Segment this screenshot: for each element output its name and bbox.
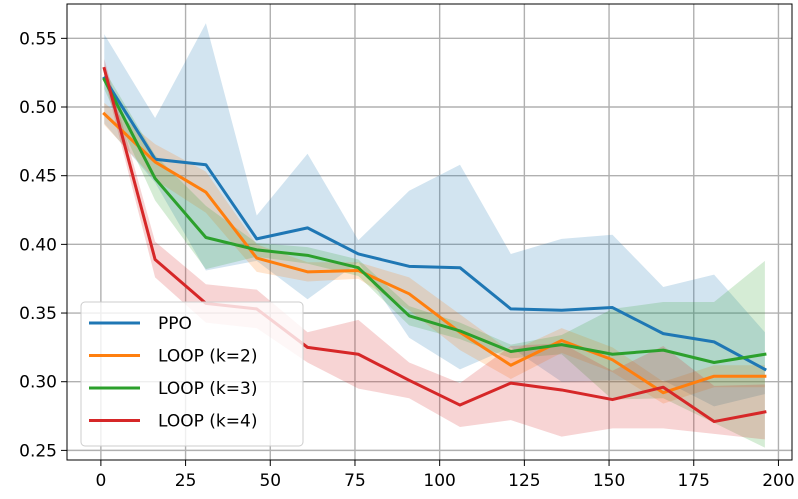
legend-box xyxy=(80,301,304,447)
legend-label-loop-k-2: LOOP (k=2) xyxy=(158,347,257,367)
y-tick-label: 0.45 xyxy=(19,167,57,187)
x-tick-label: 200 xyxy=(762,471,794,491)
band-loop-k-4 xyxy=(104,58,765,440)
legend-label-loop-k-4: LOOP (k=4) xyxy=(158,412,257,432)
series-line-loop-k-2 xyxy=(102,111,767,395)
legend-label-loop-k-3: LOOP (k=3) xyxy=(158,379,257,399)
plot-frame xyxy=(66,3,793,461)
x-tick-label: 25 xyxy=(175,471,197,491)
series-line-ppo xyxy=(102,76,767,372)
x-tick-label: 125 xyxy=(508,471,540,491)
y-tick-label: 0.25 xyxy=(19,441,57,461)
x-tick-label: 175 xyxy=(678,471,710,491)
y-tick-label: 0.55 xyxy=(19,29,57,49)
x-tick-label: 150 xyxy=(593,471,625,491)
series-line-loop-k-3 xyxy=(102,77,767,364)
x-tick-label: 100 xyxy=(423,471,455,491)
y-tick-label: 0.50 xyxy=(19,98,57,118)
band-loop-k-2 xyxy=(104,102,765,404)
legend-label-ppo: PPO xyxy=(158,314,192,334)
axis-ticks: 0 25 50 75 100 125 150 175 200 0.25 0.30 0.35 0.40 0.… xyxy=(19,29,795,491)
band-ppo xyxy=(104,23,765,407)
x-tick-label: 50 xyxy=(259,471,281,491)
y-tick-label: 0.30 xyxy=(19,373,57,393)
y-tick-label: 0.35 xyxy=(19,304,57,324)
legend: PPO LOOP (k=2) LOOP (k=3) LOOP (k=4) xyxy=(80,301,304,447)
x-tick-label: 0 xyxy=(95,471,106,491)
x-tick-label: 75 xyxy=(344,471,366,491)
y-tick-label: 0.40 xyxy=(19,235,57,255)
